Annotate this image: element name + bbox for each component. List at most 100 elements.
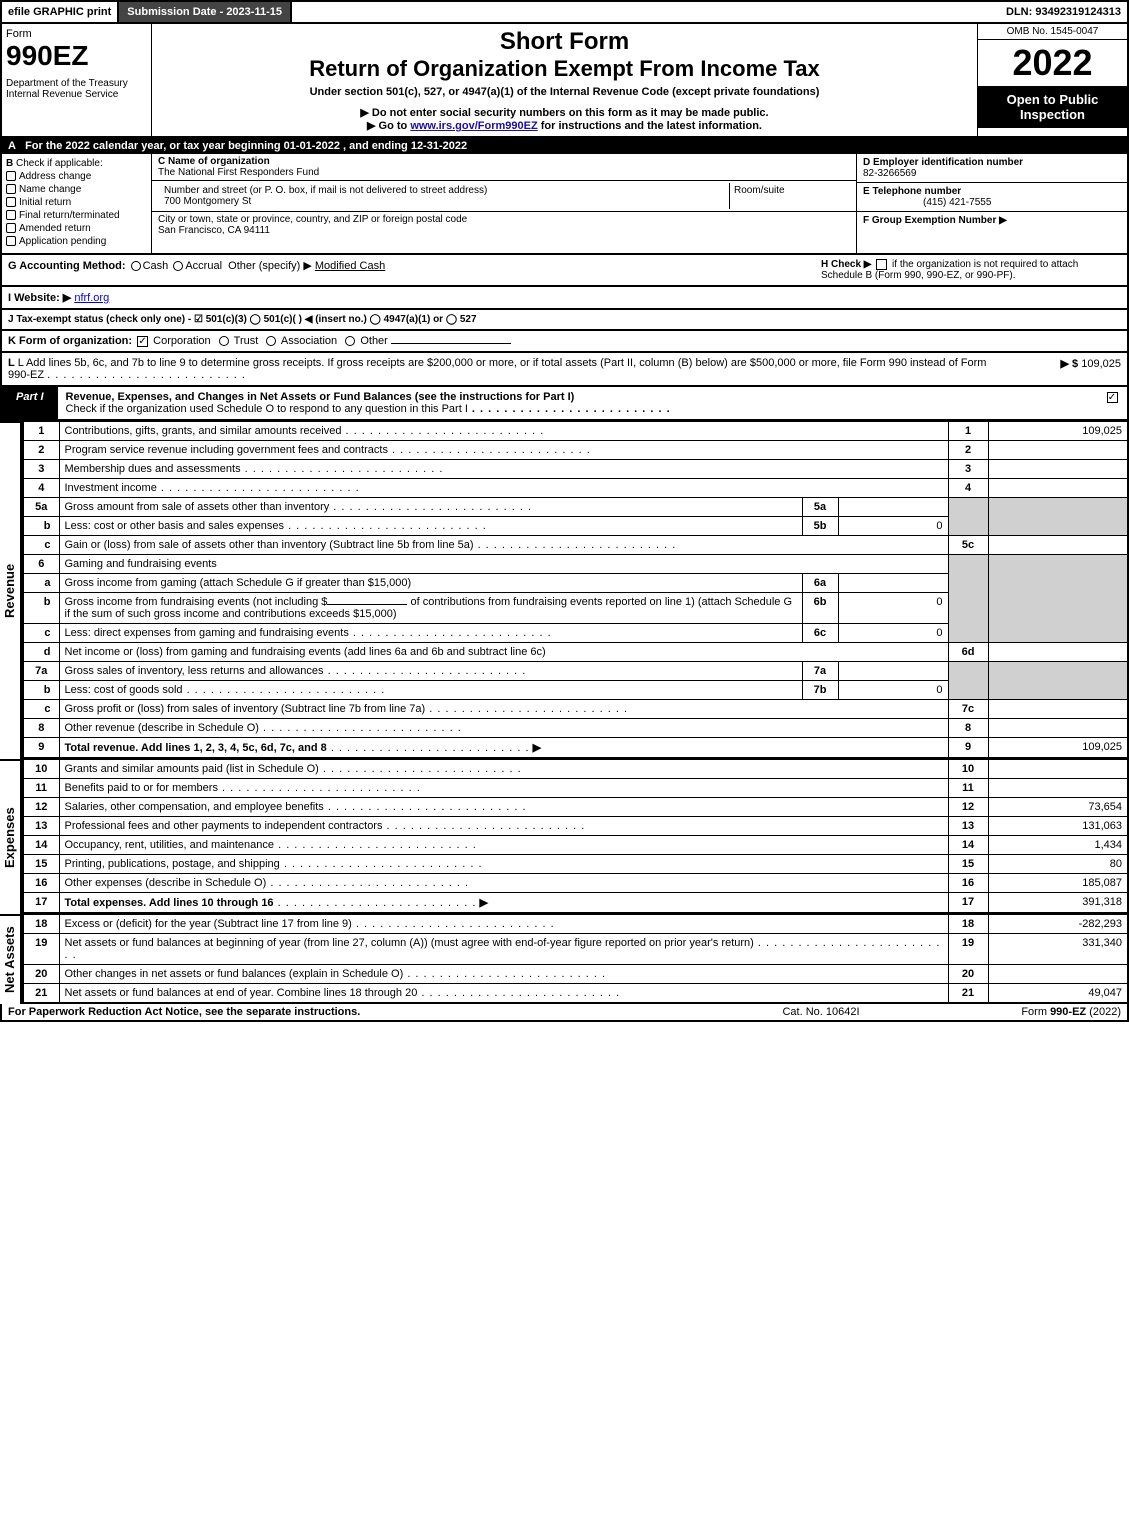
room-suite: Room/suite (730, 183, 850, 209)
check-applicable: Check if applicable: (16, 158, 103, 169)
line-7a: 7aGross sales of inventory, less returns… (23, 662, 1128, 681)
topbar: efile GRAPHIC print Submission Date - 20… (0, 0, 1129, 24)
ein-row: D Employer identification number 82-3266… (857, 154, 1127, 183)
line-10: 10Grants and similar amounts paid (list … (23, 760, 1128, 779)
website-label: I Website: ▶ (8, 292, 71, 304)
line-5c: cGain or (loss) from sale of assets othe… (23, 536, 1128, 555)
chk-trust[interactable] (219, 336, 229, 346)
radio-cash[interactable] (131, 261, 141, 271)
line-15: 15Printing, publications, postage, and s… (23, 855, 1128, 874)
header-left: Form 990EZ Department of the Treasury In… (2, 24, 152, 136)
expenses-table: 10Grants and similar amounts paid (list … (22, 759, 1129, 914)
website-link[interactable]: nfrf.org (74, 292, 109, 304)
l-arrow: ▶ $ (1061, 358, 1079, 370)
part-i-tab: Part I (2, 387, 58, 419)
part-i-check[interactable]: ✓ (1097, 387, 1127, 419)
netassets-table: 18Excess or (deficit) for the year (Subt… (22, 914, 1129, 1004)
gross-receipts: 109,025 (1081, 358, 1121, 370)
irs-link[interactable]: www.irs.gov/Form990EZ (410, 120, 537, 132)
netassets-side-label: Net Assets (0, 914, 22, 1004)
chk-initial-return[interactable]: Initial return (6, 197, 147, 208)
goto-post: for instructions and the latest informat… (538, 120, 762, 132)
dept-treasury: Department of the Treasury Internal Reve… (6, 78, 147, 100)
section-a: A For the 2022 calendar year, or tax yea… (0, 138, 1129, 154)
chk-application-pending[interactable]: Application pending (6, 236, 147, 247)
under-section: Under section 501(c), 527, or 4947(a)(1)… (156, 86, 973, 98)
trust-label: Trust (234, 335, 259, 347)
radio-accrual[interactable] (173, 261, 183, 271)
chk-other[interactable] (345, 336, 355, 346)
other-label: Other (specify) ▶ (228, 260, 312, 272)
row-g: G Accounting Method: Cash Accrual Other … (8, 259, 821, 281)
column-c: C Name of organization The National Firs… (152, 154, 857, 253)
expenses-section: Expenses 10Grants and similar amounts pa… (0, 759, 1129, 914)
group-label: F Group Exemption Number ▶ (863, 215, 1007, 226)
form-number: 990EZ (6, 40, 147, 72)
tel-row: E Telephone number (415) 421-7555 (857, 183, 1127, 212)
tax-year: 2022 (978, 40, 1127, 86)
line-5a: 5aGross amount from sale of assets other… (23, 498, 1128, 517)
netassets-section: Net Assets 18Excess or (deficit) for the… (0, 914, 1129, 1004)
street-label: Number and street (or P. O. box, if mail… (164, 185, 487, 196)
form-label: Form (6, 28, 147, 40)
form-header: Form 990EZ Department of the Treasury In… (0, 24, 1129, 138)
cat-no: Cat. No. 10642I (721, 1006, 921, 1018)
chk-corporation[interactable]: ✓ (137, 336, 148, 347)
goto-pre: ▶ Go to (367, 120, 410, 132)
chk-final-return[interactable]: Final return/terminated (6, 210, 147, 221)
column-d: D Employer identification number 82-3266… (857, 154, 1127, 253)
part-i-sub: Check if the organization used Schedule … (66, 403, 468, 415)
ssn-warning: ▶ Do not enter social security numbers o… (156, 106, 973, 119)
line-20: 20Other changes in net assets or fund ba… (23, 965, 1128, 984)
l-value: ▶ $ 109,025 (1001, 357, 1121, 381)
line-6d: dNet income or (loss) from gaming and fu… (23, 643, 1128, 662)
chk-association[interactable] (266, 336, 276, 346)
revenue-table: 1Contributions, gifts, grants, and simil… (22, 421, 1129, 759)
line-2: 2Program service revenue including gover… (23, 441, 1128, 460)
accounting-method-value: Modified Cash (315, 260, 385, 272)
line-18: 18Excess or (deficit) for the year (Subt… (23, 915, 1128, 934)
expenses-side-label: Expenses (0, 759, 22, 914)
line-17: 17Total expenses. Add lines 10 through 1… (23, 893, 1128, 914)
line-9: 9Total revenue. Add lines 1, 2, 3, 4, 5c… (23, 738, 1128, 759)
chk-label: Final return/terminated (19, 210, 120, 221)
short-form-label: Short Form (156, 28, 973, 56)
line-21: 21Net assets or fund balances at end of … (23, 984, 1128, 1004)
street-value: 700 Montgomery St (164, 196, 251, 207)
k-label: K Form of organization: (8, 335, 132, 347)
l-text: L L Add lines 5b, 6c, and 7b to line 9 t… (8, 357, 1001, 381)
j-text: J Tax-exempt status (check only one) - ☑… (8, 314, 477, 325)
revenue-section: Revenue 1Contributions, gifts, grants, a… (0, 421, 1129, 759)
name-label: C Name of organization (158, 156, 270, 167)
other-label: Other (360, 335, 388, 347)
chk-address-change[interactable]: Address change (6, 171, 147, 182)
chk-label: Address change (19, 171, 91, 182)
tax-year-range: For the 2022 calendar year, or tax year … (25, 140, 467, 152)
info-grid: B Check if applicable: Address change Na… (0, 154, 1129, 255)
row-l: L L Add lines 5b, 6c, and 7b to line 9 t… (0, 353, 1129, 387)
chk-name-change[interactable]: Name change (6, 184, 147, 195)
org-name-row: C Name of organization The National Firs… (152, 154, 856, 181)
efile-print[interactable]: efile GRAPHIC print (2, 2, 119, 22)
city-value: San Francisco, CA 94111 (158, 225, 270, 236)
row-k: K Form of organization: ✓ Corporation Tr… (0, 331, 1129, 353)
chk-amended-return[interactable]: Amended return (6, 223, 147, 234)
form-title: Return of Organization Exempt From Incom… (156, 56, 973, 82)
other-blank (391, 343, 511, 344)
org-name: The National First Responders Fund (158, 167, 319, 178)
footer: For Paperwork Reduction Act Notice, see … (0, 1004, 1129, 1022)
form-ref: Form 990-EZ (2022) (921, 1006, 1121, 1018)
line-6: 6Gaming and fundraising events (23, 555, 1128, 574)
line-16: 16Other expenses (describe in Schedule O… (23, 874, 1128, 893)
dln: DLN: 93492319124313 (1000, 2, 1127, 22)
g-label: G Accounting Method: (8, 260, 126, 272)
cash-label: Cash (143, 260, 169, 272)
goto-link-row: ▶ Go to www.irs.gov/Form990EZ for instru… (156, 119, 973, 132)
tel-label: E Telephone number (863, 186, 961, 197)
column-b: B Check if applicable: Address change Na… (2, 154, 152, 253)
h-checkbox[interactable] (876, 259, 887, 270)
assoc-label: Association (281, 335, 337, 347)
group-exemption-row: F Group Exemption Number ▶ (857, 212, 1127, 229)
header-right: OMB No. 1545-0047 2022 Open to Public In… (977, 24, 1127, 136)
chk-label: Amended return (19, 223, 91, 234)
